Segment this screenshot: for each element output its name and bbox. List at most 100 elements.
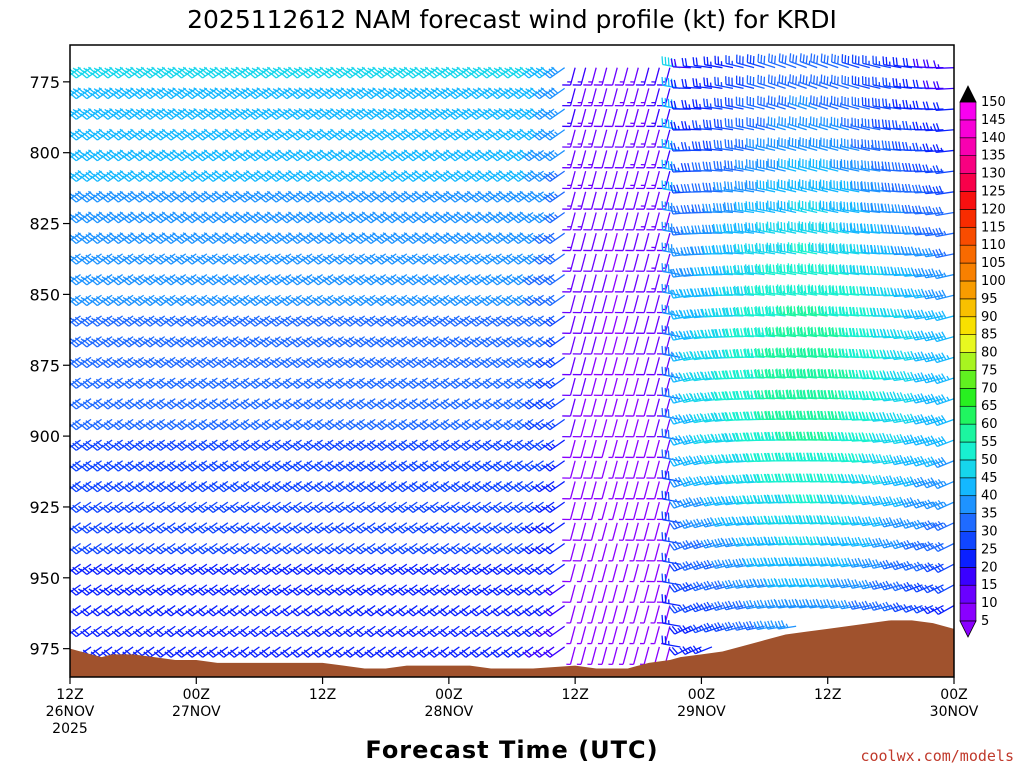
wind-barb [70, 418, 81, 428]
wind-barb [597, 543, 608, 562]
wind-barb [562, 191, 576, 210]
wind-barb [830, 158, 849, 172]
wind-barb [111, 87, 134, 100]
wind-barb [174, 190, 197, 203]
wind-barb [703, 98, 723, 110]
wind-barb [90, 128, 113, 141]
wind-barb [101, 66, 123, 79]
wind-barb [618, 646, 629, 665]
credit-text: coolwx.com/models [860, 747, 1014, 765]
wind-barb [562, 584, 576, 603]
y-tick-label: 850 [29, 285, 60, 304]
wind-barb [164, 149, 187, 162]
wind-barb [111, 356, 134, 369]
wind-barb [122, 439, 145, 451]
wind-barb [153, 87, 176, 100]
wind-barb [562, 315, 576, 334]
wind-barb [185, 253, 208, 265]
wind-barb [774, 620, 797, 630]
wind-barb [153, 480, 176, 493]
wind-barb [70, 398, 81, 407]
wind-barb [132, 190, 155, 203]
wind-barb [164, 398, 187, 410]
wind-barb [566, 626, 576, 645]
wind-barb [80, 87, 102, 100]
wind-barb [70, 605, 92, 617]
wind-barb [788, 137, 807, 152]
wind-barb [111, 501, 134, 513]
wind-barb [576, 584, 587, 603]
wind-barb [597, 605, 608, 624]
wind-barb [122, 460, 145, 472]
wind-barb [174, 480, 197, 493]
wind-barb [70, 418, 92, 431]
wind-barb [80, 522, 102, 534]
wind-barb [122, 87, 145, 100]
wind-barb [562, 336, 576, 355]
wind-barb [661, 490, 681, 503]
y-tick-label: 800 [29, 144, 60, 163]
wind-barb [661, 449, 681, 462]
wind-barb [70, 211, 92, 224]
wind-barb [164, 190, 187, 203]
wind-barb [195, 232, 218, 245]
wind-barb [195, 315, 218, 327]
wind-barb [90, 522, 113, 534]
wind-barb [185, 646, 208, 658]
wind-barb [164, 542, 187, 555]
colorbar-label: 85 [981, 328, 998, 343]
wind-barb [70, 171, 71, 172]
wind-barb [576, 626, 587, 645]
wind-barb [562, 212, 576, 231]
wind-barb [132, 542, 155, 555]
wind-barb [101, 87, 123, 100]
wind-barb [932, 165, 954, 175]
wind-barb [143, 460, 166, 472]
wind-barb [164, 522, 187, 534]
wind-barb [70, 542, 92, 555]
wind-barb [725, 55, 744, 69]
wind-barb [122, 480, 145, 493]
wind-barb [562, 419, 576, 438]
wind-barb [70, 439, 92, 451]
colorbar-box [959, 388, 977, 407]
wind-barb [185, 232, 208, 245]
colorbar-box [959, 531, 977, 550]
colorbar-box [959, 423, 977, 443]
wind-barb [153, 605, 176, 617]
wind-barb [70, 107, 92, 120]
wind-barb [608, 626, 618, 645]
wind-barb [809, 95, 828, 110]
wind-barb [143, 66, 166, 79]
wind-barb [562, 67, 576, 86]
wind-barb [143, 107, 166, 120]
y-tick-label: 875 [29, 356, 60, 375]
wind-barb [820, 137, 839, 152]
wind-barb [101, 439, 123, 451]
wind-barb [90, 232, 113, 245]
wind-barb [70, 233, 71, 234]
wind-barb [164, 253, 187, 265]
colorbar-label: 130 [981, 167, 1006, 182]
wind-barb [90, 149, 113, 162]
wind-barb [757, 95, 776, 110]
wind-barb [629, 626, 639, 645]
colorbar-label: 40 [981, 489, 998, 504]
wind-barb [70, 398, 92, 410]
wind-barb [164, 211, 187, 224]
colorbar-label: 150 [981, 95, 1006, 110]
wind-barb [174, 356, 197, 369]
wind-barb [143, 315, 166, 327]
wind-barb [70, 605, 81, 614]
wind-barb [143, 128, 166, 141]
wind-barb [735, 117, 755, 131]
wind-barb [90, 107, 113, 120]
wind-barb [164, 87, 187, 100]
wind-barb [122, 336, 145, 348]
wind-barb [101, 253, 123, 265]
colorbar-label: 15 [981, 578, 998, 593]
wind-barb [153, 315, 176, 327]
wind-barb [185, 274, 208, 286]
colorbar-max-triangle [959, 85, 977, 103]
